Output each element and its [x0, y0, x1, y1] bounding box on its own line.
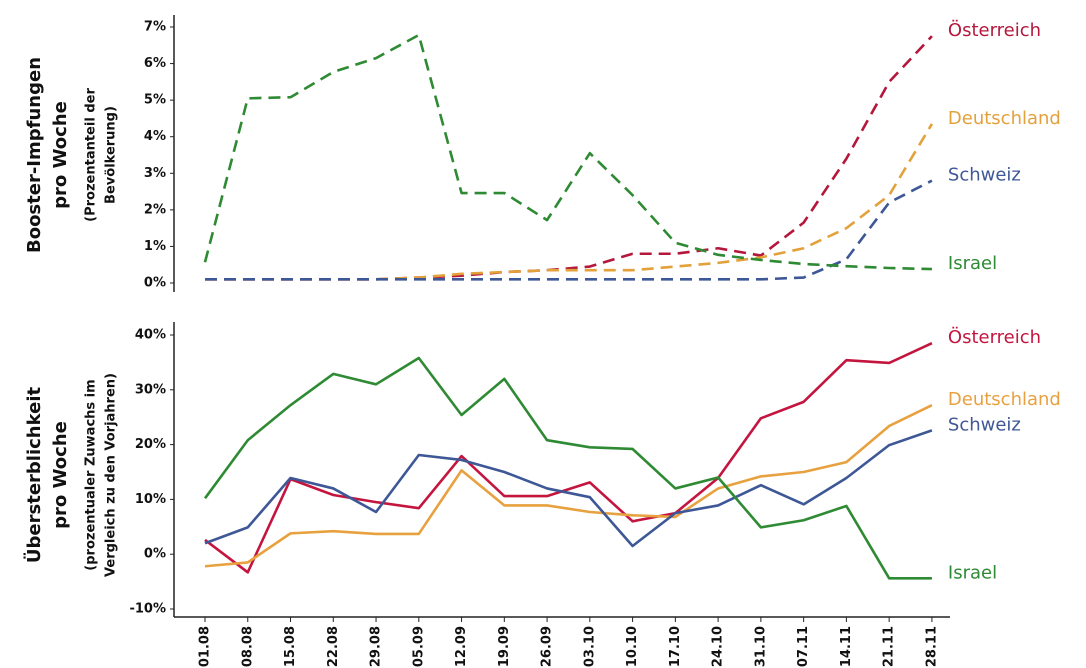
y-axis-subtitle: Bevölkerung) — [104, 106, 119, 204]
y-tick-label: 0% — [144, 276, 166, 291]
y-tick-label: 3% — [144, 166, 166, 181]
x-tick-label: 05.09 — [411, 626, 426, 667]
series-label: Österreich — [948, 326, 1041, 348]
x-tick-label: 14.11 — [839, 626, 854, 667]
series-label: Israel — [948, 253, 997, 274]
x-tick-label: 29.08 — [369, 626, 384, 667]
series-label: Schweiz — [948, 414, 1021, 435]
series-label: Deutschland — [948, 108, 1061, 129]
y-axis-subtitle: (prozentualer Zuwachs im — [84, 379, 99, 570]
y-tick-label: 10% — [135, 492, 166, 507]
y-tick-label: 2% — [144, 202, 166, 217]
x-tick-label: 07.11 — [796, 626, 811, 667]
y-tick-label: 40% — [135, 328, 166, 343]
y-tick-label: 1% — [144, 239, 166, 254]
x-tick-label: 12.09 — [454, 626, 469, 667]
y-tick-label: 6% — [144, 56, 166, 71]
data-line — [204, 429, 933, 548]
series-label: Deutschland — [948, 389, 1061, 410]
data-line — [204, 403, 933, 568]
y-tick-label: 7% — [144, 20, 166, 35]
y-tick-label: 30% — [135, 382, 166, 397]
y-tick-label: -10% — [129, 602, 166, 617]
y-axis-title: pro Woche — [50, 101, 71, 209]
x-tick-label: 26.09 — [540, 626, 555, 667]
x-tick-label: 08.08 — [240, 626, 255, 667]
series-label: Österreich — [948, 19, 1041, 41]
data-line — [204, 342, 933, 574]
x-tick-label: 15.08 — [283, 626, 298, 667]
y-axis-subtitle: (Prozentanteil der — [84, 88, 99, 222]
data-line — [205, 35, 933, 281]
data-line — [203, 356, 932, 580]
series-label: Schweiz — [948, 165, 1021, 186]
y-axis-title: Übersterblichkeit — [23, 387, 45, 564]
y-tick-label: 0% — [144, 547, 166, 562]
x-tick-label: 28.11 — [924, 626, 939, 667]
x-tick-label: 03.10 — [582, 626, 597, 667]
x-tick-label: 31.10 — [753, 626, 768, 667]
y-axis-subtitle: Vergleich zu den Vorjahren) — [104, 373, 119, 577]
x-tick-label: 19.09 — [497, 626, 512, 667]
y-tick-label: 5% — [144, 93, 166, 108]
y-tick-label: 4% — [144, 129, 166, 144]
data-line — [205, 179, 933, 281]
data-line — [205, 123, 934, 281]
x-tick-label: 21.11 — [882, 626, 897, 667]
x-tick-label: 22.08 — [326, 626, 341, 667]
y-axis-title: Booster-Impfungen — [24, 57, 45, 253]
x-tick-label: 17.10 — [668, 626, 683, 667]
y-axis-title: pro Woche — [50, 421, 71, 529]
data-line — [203, 33, 932, 271]
x-tick-label: 01.08 — [198, 626, 213, 667]
series-label: Israel — [948, 562, 997, 583]
x-tick-label: 24.10 — [711, 626, 726, 667]
y-tick-label: 20% — [135, 437, 166, 452]
x-tick-label: 10.10 — [625, 626, 640, 667]
